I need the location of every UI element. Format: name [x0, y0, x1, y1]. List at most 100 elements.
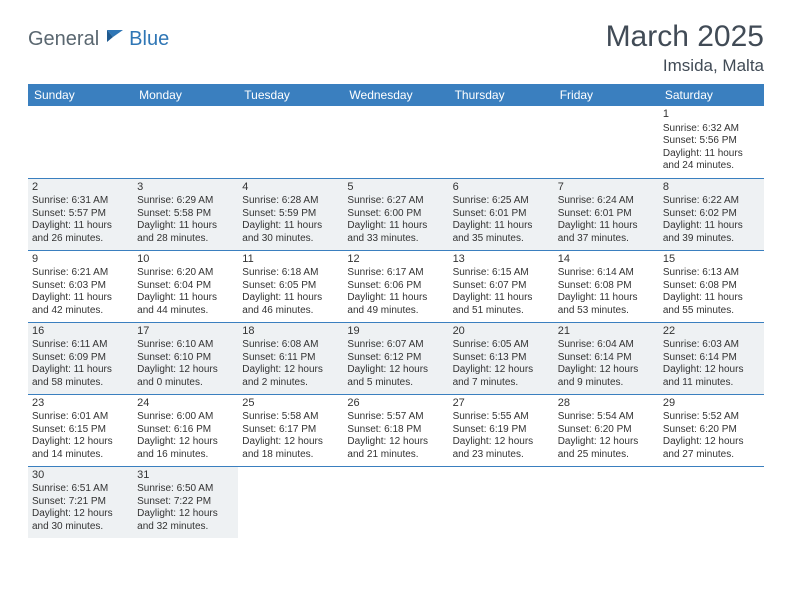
daylight-line: Daylight: 12 hours and 2 minutes.	[242, 364, 339, 389]
logo-text-blue: Blue	[129, 28, 169, 51]
sunset-line: Sunset: 6:14 PM	[663, 352, 760, 365]
weekday-header: Saturday	[659, 84, 764, 106]
calendar-week-row: 2Sunrise: 6:31 AMSunset: 5:57 PMDaylight…	[28, 178, 764, 250]
sunrise-line: Sunrise: 6:13 AM	[663, 267, 760, 280]
calendar-day-cell	[343, 466, 448, 538]
daylight-line: Daylight: 11 hours and 49 minutes.	[347, 292, 444, 317]
calendar-day-cell	[449, 106, 554, 178]
weekday-header: Wednesday	[343, 84, 448, 106]
sunrise-line: Sunrise: 6:20 AM	[137, 267, 234, 280]
calendar-day-cell: 21Sunrise: 6:04 AMSunset: 6:14 PMDayligh…	[554, 322, 659, 394]
daylight-line: Daylight: 12 hours and 0 minutes.	[137, 364, 234, 389]
sunrise-line: Sunrise: 6:28 AM	[242, 195, 339, 208]
day-number: 13	[453, 253, 550, 267]
sunrise-line: Sunrise: 6:25 AM	[453, 195, 550, 208]
calendar-day-cell	[28, 106, 133, 178]
daylight-line: Daylight: 11 hours and 44 minutes.	[137, 292, 234, 317]
daylight-line: Daylight: 12 hours and 21 minutes.	[347, 436, 444, 461]
day-number: 25	[242, 397, 339, 411]
sunrise-line: Sunrise: 6:14 AM	[558, 267, 655, 280]
sunrise-line: Sunrise: 5:55 AM	[453, 411, 550, 424]
sunset-line: Sunset: 6:01 PM	[453, 208, 550, 221]
sunrise-line: Sunrise: 6:05 AM	[453, 339, 550, 352]
weekday-header: Monday	[133, 84, 238, 106]
sunrise-line: Sunrise: 5:58 AM	[242, 411, 339, 424]
daylight-line: Daylight: 12 hours and 23 minutes.	[453, 436, 550, 461]
day-number: 28	[558, 397, 655, 411]
day-number: 26	[347, 397, 444, 411]
day-number: 30	[32, 469, 129, 483]
sunset-line: Sunset: 6:19 PM	[453, 424, 550, 437]
page-title: March 2025	[606, 20, 764, 54]
calendar-day-cell: 3Sunrise: 6:29 AMSunset: 5:58 PMDaylight…	[133, 178, 238, 250]
calendar-day-cell: 1Sunrise: 6:32 AMSunset: 5:56 PMDaylight…	[659, 106, 764, 178]
daylight-line: Daylight: 12 hours and 7 minutes.	[453, 364, 550, 389]
sunset-line: Sunset: 6:14 PM	[558, 352, 655, 365]
calendar-day-cell: 7Sunrise: 6:24 AMSunset: 6:01 PMDaylight…	[554, 178, 659, 250]
sunrise-line: Sunrise: 6:50 AM	[137, 483, 234, 496]
daylight-line: Daylight: 12 hours and 5 minutes.	[347, 364, 444, 389]
day-number: 16	[32, 325, 129, 339]
sunset-line: Sunset: 6:10 PM	[137, 352, 234, 365]
day-number: 29	[663, 397, 760, 411]
sunset-line: Sunset: 6:17 PM	[242, 424, 339, 437]
sunset-line: Sunset: 5:59 PM	[242, 208, 339, 221]
sunset-line: Sunset: 6:18 PM	[347, 424, 444, 437]
day-number: 7	[558, 181, 655, 195]
weekday-header: Sunday	[28, 84, 133, 106]
calendar-day-cell	[659, 466, 764, 538]
sunset-line: Sunset: 6:11 PM	[242, 352, 339, 365]
calendar-week-row: 30Sunrise: 6:51 AMSunset: 7:21 PMDayligh…	[28, 466, 764, 538]
calendar-week-row: 1Sunrise: 6:32 AMSunset: 5:56 PMDaylight…	[28, 106, 764, 178]
sunrise-line: Sunrise: 6:29 AM	[137, 195, 234, 208]
sunset-line: Sunset: 6:13 PM	[453, 352, 550, 365]
flag-icon	[105, 28, 127, 51]
day-number: 6	[453, 181, 550, 195]
sunset-line: Sunset: 6:15 PM	[32, 424, 129, 437]
daylight-line: Daylight: 11 hours and 51 minutes.	[453, 292, 550, 317]
sunset-line: Sunset: 5:58 PM	[137, 208, 234, 221]
sunrise-line: Sunrise: 5:52 AM	[663, 411, 760, 424]
calendar-day-cell: 28Sunrise: 5:54 AMSunset: 6:20 PMDayligh…	[554, 394, 659, 466]
calendar-day-cell: 24Sunrise: 6:00 AMSunset: 6:16 PMDayligh…	[133, 394, 238, 466]
daylight-line: Daylight: 12 hours and 9 minutes.	[558, 364, 655, 389]
sunrise-line: Sunrise: 6:51 AM	[32, 483, 129, 496]
calendar-day-cell: 6Sunrise: 6:25 AMSunset: 6:01 PMDaylight…	[449, 178, 554, 250]
location-label: Imsida, Malta	[606, 56, 764, 76]
calendar-day-cell: 9Sunrise: 6:21 AMSunset: 6:03 PMDaylight…	[28, 250, 133, 322]
calendar-week-row: 9Sunrise: 6:21 AMSunset: 6:03 PMDaylight…	[28, 250, 764, 322]
calendar-day-cell: 13Sunrise: 6:15 AMSunset: 6:07 PMDayligh…	[449, 250, 554, 322]
calendar-week-row: 16Sunrise: 6:11 AMSunset: 6:09 PMDayligh…	[28, 322, 764, 394]
sunrise-line: Sunrise: 5:57 AM	[347, 411, 444, 424]
page-header: General Blue March 2025 Imsida, Malta	[28, 20, 764, 76]
day-number: 14	[558, 253, 655, 267]
calendar-day-cell	[343, 106, 448, 178]
day-number: 20	[453, 325, 550, 339]
daylight-line: Daylight: 11 hours and 37 minutes.	[558, 220, 655, 245]
sunrise-line: Sunrise: 6:07 AM	[347, 339, 444, 352]
sunset-line: Sunset: 6:07 PM	[453, 280, 550, 293]
sunset-line: Sunset: 6:01 PM	[558, 208, 655, 221]
calendar-day-cell: 16Sunrise: 6:11 AMSunset: 6:09 PMDayligh…	[28, 322, 133, 394]
day-number: 10	[137, 253, 234, 267]
daylight-line: Daylight: 12 hours and 25 minutes.	[558, 436, 655, 461]
calendar-day-cell: 18Sunrise: 6:08 AMSunset: 6:11 PMDayligh…	[238, 322, 343, 394]
logo: General Blue	[28, 28, 169, 51]
daylight-line: Daylight: 11 hours and 42 minutes.	[32, 292, 129, 317]
sunrise-line: Sunrise: 6:04 AM	[558, 339, 655, 352]
calendar-table: SundayMondayTuesdayWednesdayThursdayFrid…	[28, 84, 764, 538]
calendar-day-cell: 29Sunrise: 5:52 AMSunset: 6:20 PMDayligh…	[659, 394, 764, 466]
daylight-line: Daylight: 11 hours and 46 minutes.	[242, 292, 339, 317]
daylight-line: Daylight: 12 hours and 30 minutes.	[32, 508, 129, 533]
sunset-line: Sunset: 6:02 PM	[663, 208, 760, 221]
calendar-day-cell: 12Sunrise: 6:17 AMSunset: 6:06 PMDayligh…	[343, 250, 448, 322]
weekday-header: Friday	[554, 84, 659, 106]
sunrise-line: Sunrise: 6:22 AM	[663, 195, 760, 208]
weekday-header: Tuesday	[238, 84, 343, 106]
sunset-line: Sunset: 6:20 PM	[663, 424, 760, 437]
calendar-day-cell: 4Sunrise: 6:28 AMSunset: 5:59 PMDaylight…	[238, 178, 343, 250]
daylight-line: Daylight: 12 hours and 18 minutes.	[242, 436, 339, 461]
daylight-line: Daylight: 12 hours and 11 minutes.	[663, 364, 760, 389]
daylight-line: Daylight: 11 hours and 26 minutes.	[32, 220, 129, 245]
day-number: 27	[453, 397, 550, 411]
